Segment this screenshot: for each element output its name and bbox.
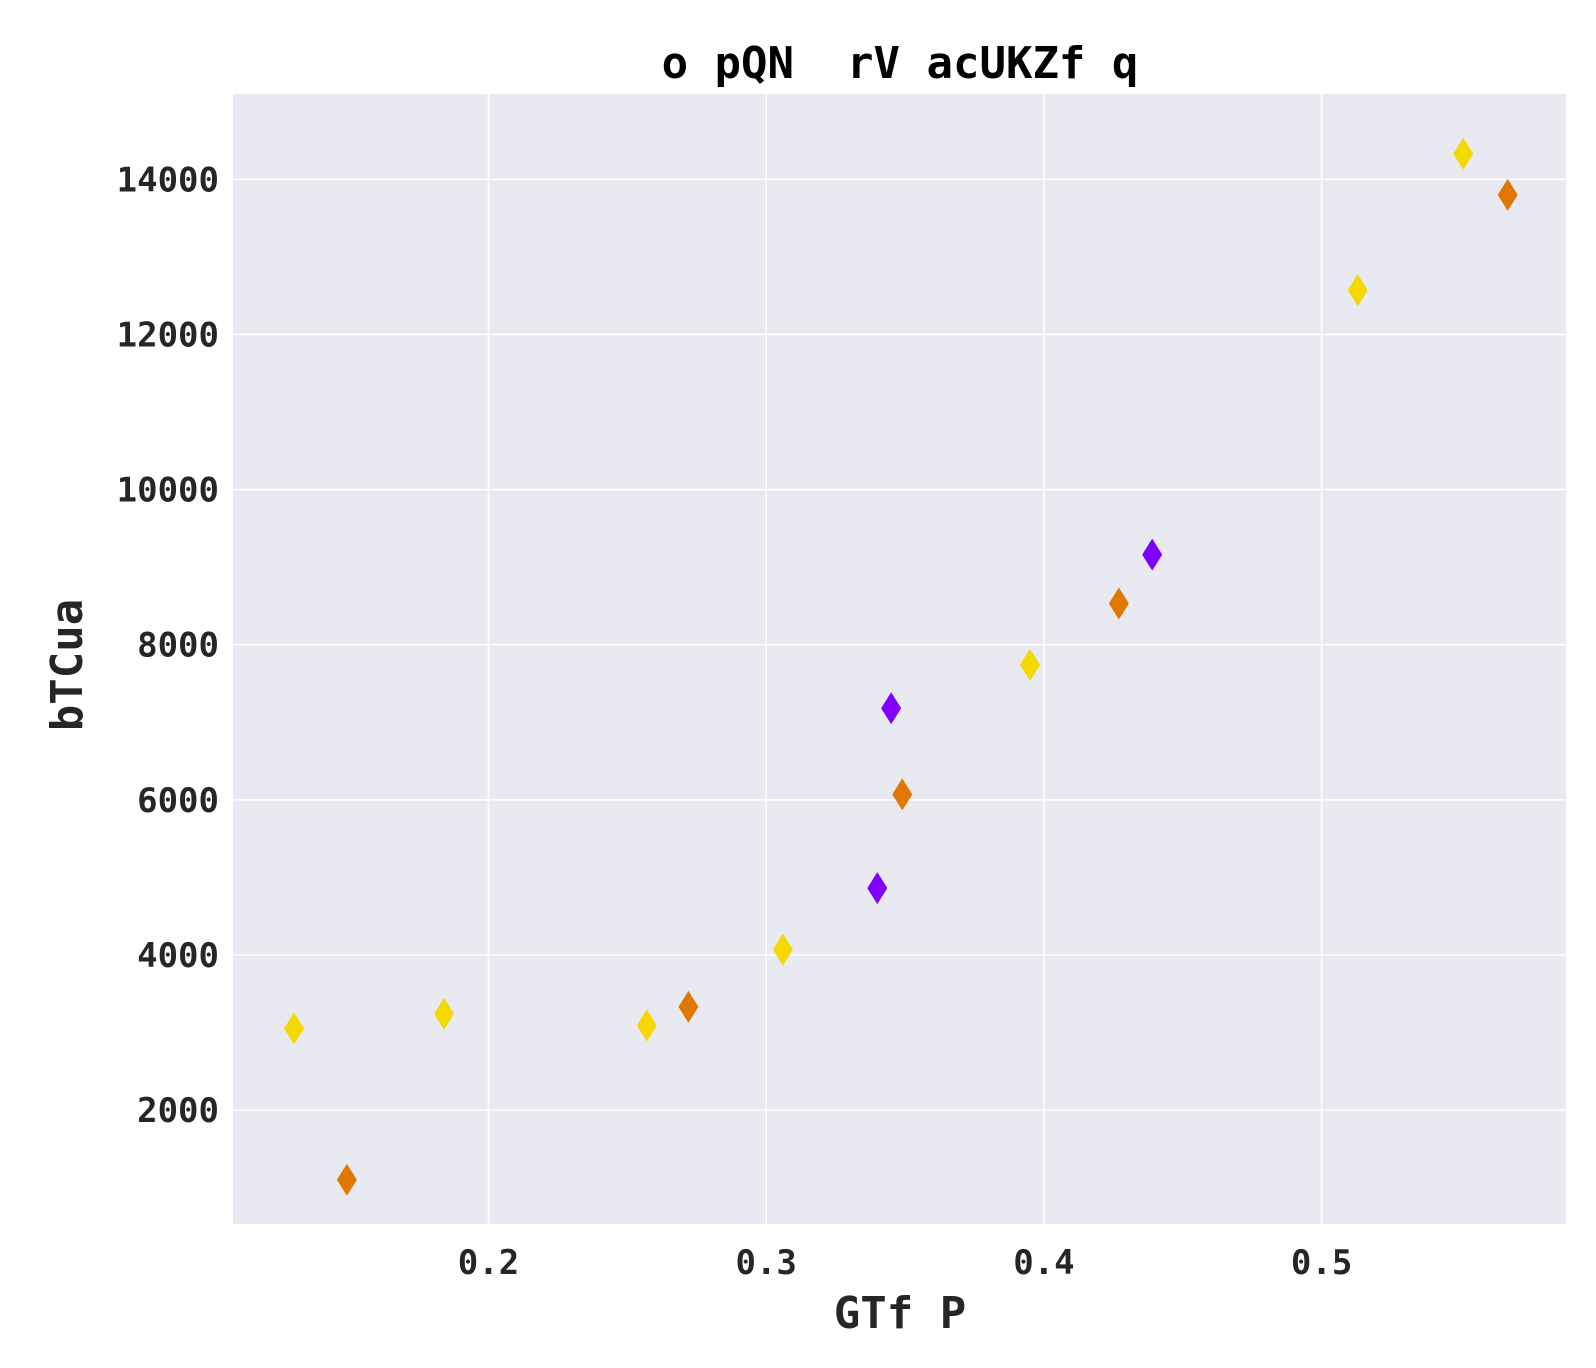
- chart-title: o pQN rV acUKZf q: [662, 38, 1139, 89]
- data-point: [636, 1009, 657, 1042]
- data-point: [772, 933, 793, 966]
- data-point: [892, 778, 913, 811]
- y-tick-label: 2000: [137, 1091, 219, 1131]
- y-axis-label: bTCua: [42, 599, 93, 731]
- x-axis-label: GTf P: [834, 1288, 966, 1339]
- y-tick-label: 8000: [137, 626, 219, 666]
- y-tick-labels: 2000 4000 6000 8000 10000 12000 14000: [117, 160, 219, 1131]
- y-tick-label: 10000: [117, 471, 219, 511]
- data-point: [1453, 137, 1474, 170]
- x-tick-label: 0.2: [458, 1243, 519, 1283]
- grid-lines: [233, 94, 1566, 1224]
- x-tick-label: 0.5: [1291, 1243, 1352, 1283]
- data-point: [1347, 274, 1368, 307]
- data-point: [336, 1163, 357, 1196]
- x-tick-label: 0.4: [1013, 1243, 1074, 1283]
- data-point: [678, 990, 699, 1023]
- data-point: [1497, 178, 1518, 211]
- plot-area: [233, 94, 1566, 1224]
- data-points: [284, 137, 1518, 1196]
- y-tick-label: 4000: [137, 936, 219, 976]
- data-point: [284, 1012, 305, 1045]
- data-point: [881, 692, 902, 725]
- x-tick-labels: 0.2 0.3 0.4 0.5: [458, 1243, 1353, 1283]
- x-tick-label: 0.3: [735, 1243, 796, 1283]
- y-tick-label: 6000: [137, 781, 219, 821]
- y-tick-label: 12000: [117, 315, 219, 355]
- data-point: [867, 872, 888, 905]
- data-point: [1020, 648, 1041, 681]
- data-point: [1142, 538, 1163, 571]
- y-tick-label: 14000: [117, 160, 219, 200]
- data-point: [434, 997, 455, 1030]
- data-point: [1108, 587, 1129, 620]
